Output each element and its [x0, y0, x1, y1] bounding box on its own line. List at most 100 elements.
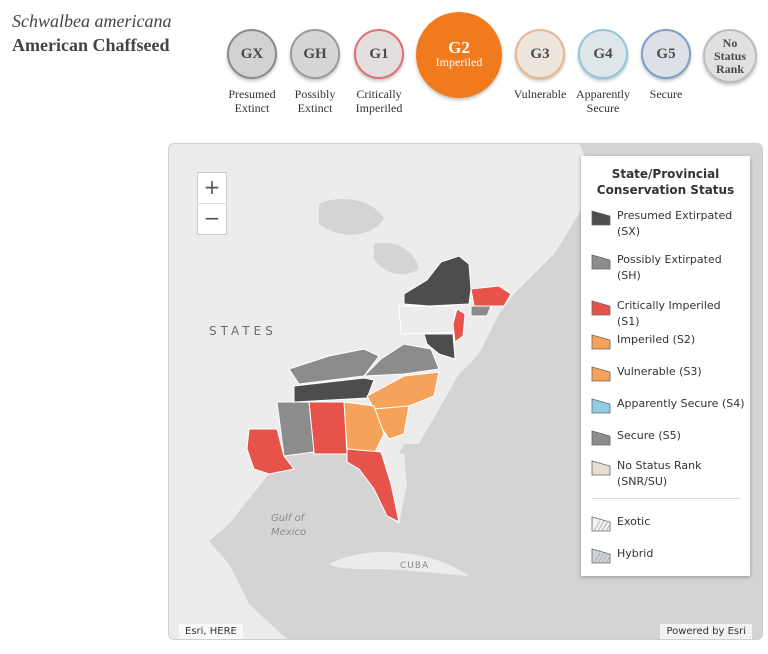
rank-g1-label-line2: Imperiled [355, 101, 403, 115]
legend-swatch [591, 210, 611, 226]
legend-item-label: Imperiled (S2) [617, 332, 695, 348]
rank-g2[interactable]: G2 Imperiled [416, 12, 502, 98]
rank-g3-label-line1: Vulnerable [513, 87, 567, 101]
rank-gh-circle[interactable]: GH [290, 29, 340, 79]
land-mexico [169, 541, 287, 639]
legend-item-label-line1: Possibly Extirpated [617, 253, 722, 266]
rank-gh-label: Possibly Extinct [285, 87, 345, 115]
state-kentucky[interactable] [288, 348, 380, 385]
legend-item: Exotic [591, 514, 746, 532]
legend-item-label-line1: Hybrid [617, 547, 654, 560]
rank-g1-label-line1: Critically [356, 87, 402, 101]
rank-g2-sub: Imperiled [435, 55, 483, 69]
legend-item-label-line2: (SX) [617, 225, 641, 238]
legend-item-label: No Status Rank (SNR/SU) [617, 458, 702, 490]
legend-item: Possibly Extirpated (SH) [591, 252, 746, 284]
legend-item-label: Presumed Extirpated (SX) [617, 208, 732, 240]
state-connecticut[interactable] [470, 305, 492, 317]
legend-item-label-line1: Critically Imperiled (S1) [617, 299, 721, 328]
state-massachusetts[interactable] [470, 285, 512, 307]
state-new-jersey[interactable] [452, 308, 466, 343]
legend-item: Apparently Secure (S4) [591, 396, 746, 414]
legend-swatch [591, 300, 611, 316]
legend-title-line2: Conservation Status [596, 183, 735, 197]
legend-item: Secure (S5) [591, 428, 746, 446]
legend-item-label: Secure (S5) [617, 428, 681, 444]
rank-gx-code: GX [240, 46, 264, 62]
rank-g1-circle[interactable]: G1 [354, 29, 404, 79]
label-states: STATES [209, 324, 277, 338]
legend-item: Presumed Extirpated (SX) [591, 208, 746, 240]
rank-g4-label-line1: Apparently [576, 87, 630, 101]
rank-g1[interactable]: G1 Critically Imperiled [346, 29, 412, 115]
zoom-out-button[interactable]: − [198, 203, 226, 234]
rank-gx-circle[interactable]: GX [227, 29, 277, 79]
legend-item-label: Possibly Extirpated (SH) [617, 252, 722, 284]
rank-g5-label: Secure [636, 87, 696, 101]
legend-item-label-line1: Exotic [617, 515, 651, 528]
state-pennsylvania[interactable] [398, 305, 458, 335]
rank-g4-label-line2: Secure [586, 101, 620, 115]
state-maryland-delaware[interactable] [423, 333, 456, 360]
rank-no-status[interactable]: No Status Rank [700, 29, 760, 83]
state-new-york[interactable] [403, 255, 472, 307]
legend-item-label-line2: (SH) [617, 269, 641, 282]
rank-gx-label-line1: Presumed [228, 87, 276, 101]
rank-g4-circle[interactable]: G4 [578, 29, 628, 79]
legend-item-label: Apparently Secure (S4) [617, 396, 745, 412]
rank-g5[interactable]: G5 Secure [636, 29, 696, 101]
rank-gx-label: Presumed Extinct [222, 87, 282, 115]
legend-swatch [591, 366, 611, 382]
attribution-left[interactable]: Esri, HERE [179, 624, 243, 639]
rank-g2-circle[interactable]: G2 Imperiled [416, 12, 502, 98]
state-florida[interactable] [346, 448, 400, 523]
legend-item-label: Exotic [617, 514, 650, 530]
legend-item-label-line1: Imperiled (S2) [617, 333, 696, 346]
label-gulf-1: Gulf of [271, 513, 306, 524]
legend-item-label-line1: Presumed Extirpated [617, 209, 733, 222]
legend-title: State/Provincial Conservation Status [581, 156, 750, 198]
legend-item-label: Vulnerable (S3) [617, 364, 702, 380]
rank-gh[interactable]: GH Possibly Extinct [285, 29, 345, 115]
state-tennessee[interactable] [293, 377, 375, 403]
legend-item-label-line1: Secure (S5) [617, 429, 681, 442]
legend-swatch [591, 334, 611, 350]
rank-g5-label-line1: Secure [649, 87, 683, 101]
rank-g4[interactable]: G4 Apparently Secure [572, 29, 634, 115]
legend-item-label-line1: Vulnerable (S3) [617, 365, 702, 378]
rank-g3[interactable]: G3 Vulnerable [508, 29, 572, 101]
legend-item-label: Hybrid [617, 546, 653, 562]
legend-title-line1: State/Provincial [611, 167, 720, 181]
legend-item-label-line1: No Status Rank [617, 459, 702, 472]
rank-no-status-code: No Status Rank [713, 35, 746, 76]
state-louisiana[interactable] [246, 428, 295, 475]
attribution-right[interactable]: Powered by Esri [660, 624, 752, 639]
rank-g3-circle[interactable]: G3 [515, 29, 565, 79]
rank-gx[interactable]: GX Presumed Extinct [222, 29, 282, 115]
rank-g5-code: G5 [656, 46, 676, 62]
rank-g1-label: Critically Imperiled [346, 87, 412, 115]
legend-divider [591, 498, 740, 499]
zoom-in-button[interactable]: + [203, 175, 221, 199]
state-virginia[interactable] [362, 343, 440, 377]
zoom-control: + − [197, 172, 227, 235]
rank-gh-code: GH [303, 46, 327, 62]
rank-g5-circle[interactable]: G5 [641, 29, 691, 79]
rank-no-status-circle[interactable]: No Status Rank [703, 29, 757, 83]
legend-swatch [591, 460, 611, 476]
legend-swatch [591, 516, 611, 532]
rank-g4-code: G4 [593, 46, 613, 62]
rank-g3-label: Vulnerable [508, 87, 572, 101]
state-alabama[interactable] [308, 401, 348, 455]
rank-g4-label: Apparently Secure [572, 87, 634, 115]
species-name: Schwalbea americana American Chaffseed [12, 10, 171, 58]
state-mississippi[interactable] [276, 401, 315, 457]
legend-swatch [591, 254, 611, 270]
legend-item-label-line2: (SNR/SU) [617, 475, 668, 488]
rank-gx-label-line2: Extinct [234, 101, 270, 115]
lake-superior [319, 199, 384, 235]
legend-item: Hybrid [591, 546, 746, 564]
common-name: American Chaffseed [12, 35, 170, 55]
rank-g2-code: G2 [448, 38, 470, 57]
legend-item-label: Critically Imperiled (S1) [617, 298, 746, 330]
